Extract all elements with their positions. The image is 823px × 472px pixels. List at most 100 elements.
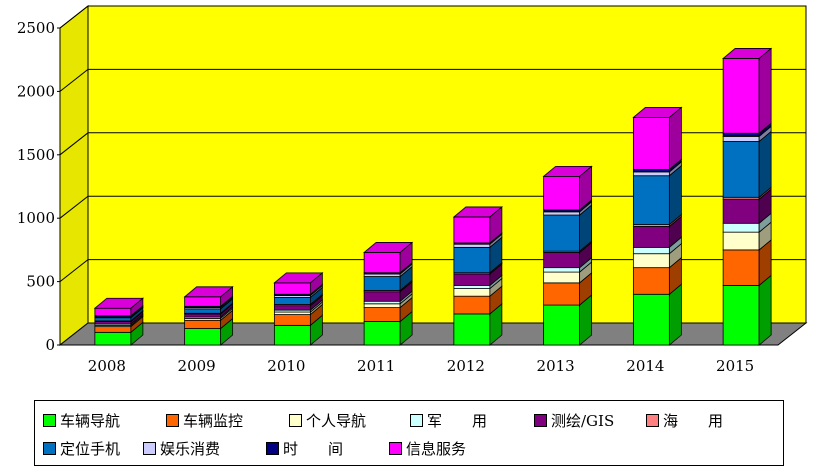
bar-segment-top (93, 297, 144, 309)
bar-segment (453, 313, 491, 346)
bar-segment (722, 136, 760, 142)
bar-segment (184, 296, 222, 307)
legend-label: 时 间 (283, 439, 344, 458)
bar-segment (632, 253, 670, 269)
legend-label: 军 用 (427, 411, 488, 430)
bar-segment (94, 317, 132, 322)
bar-segment (543, 175, 581, 211)
legend-swatch (410, 413, 423, 427)
bar-segment-side (758, 274, 772, 346)
bar-stack-2015 (722, 47, 773, 346)
bar-segment (453, 243, 491, 248)
bar-segment (543, 214, 581, 252)
legend-swatch (534, 413, 547, 427)
x-tick-label: 2012 (447, 357, 485, 375)
bar-segment-top (273, 272, 324, 284)
bar-segment (632, 226, 670, 248)
legend-item: 海 用 (646, 406, 732, 434)
legend-item: 定位手机 (43, 434, 143, 462)
legend-label: 信息服务 (406, 439, 467, 458)
bar-segment (722, 231, 760, 251)
legend-swatch (266, 441, 279, 455)
legend-item: 时 间 (266, 434, 389, 462)
bar-stack-2014 (632, 106, 683, 346)
bar-segment-top (183, 286, 234, 298)
bar-segment (453, 295, 491, 315)
bar-segment (184, 313, 222, 318)
bar-segment (94, 326, 132, 333)
x-tick-label: 2014 (626, 357, 664, 375)
floor (58, 322, 808, 346)
bar-segment (363, 321, 401, 346)
bar-segment (543, 211, 581, 216)
legend-label: 娱乐消费 (160, 439, 221, 458)
bar-segment (184, 328, 222, 346)
bar-segment (273, 324, 311, 346)
bar-stack-2012 (452, 206, 503, 346)
legend-item: 测绘/GIS (534, 406, 646, 434)
bar-segment (722, 222, 760, 233)
bar-segment (363, 307, 401, 322)
bar-segment (632, 246, 670, 255)
bar-segment (722, 198, 760, 224)
bar-segment (543, 304, 581, 346)
legend-item: 信息服务 (389, 434, 499, 462)
bar-segment (363, 252, 401, 274)
bar-segment (722, 58, 760, 134)
bar-stack-2008 (93, 297, 144, 346)
legend-swatch (43, 413, 56, 427)
x-tick-label: 2008 (88, 357, 126, 375)
bar-segment (453, 273, 491, 286)
bar-segment (453, 216, 491, 244)
bar-segment (632, 175, 670, 225)
legend-item: 车辆导航 (43, 406, 166, 434)
gridline (59, 132, 806, 156)
bar-segment-top (722, 48, 773, 59)
legend-label: 定位手机 (60, 439, 121, 458)
x-tick-label: 2015 (716, 357, 754, 375)
bar-segment (363, 276, 401, 291)
legend-item: 娱乐消费 (143, 434, 266, 462)
bar-segment-top (542, 165, 593, 177)
legend-item: 军 用 (410, 406, 534, 434)
bar-stack-2011 (363, 241, 414, 346)
x-tick-label: 2013 (537, 357, 575, 375)
x-tick-label: 2009 (178, 357, 216, 375)
bar-segment (184, 308, 222, 314)
bar-segment (543, 267, 581, 273)
bar-segment-side (758, 130, 772, 199)
y-tick-label: 500 (26, 273, 55, 291)
legend-swatch (389, 441, 402, 455)
gridline (59, 5, 806, 29)
bar-stack-2009 (183, 285, 234, 346)
legend-item: 车辆监控 (166, 406, 289, 434)
bar-segment (363, 303, 401, 308)
bar-segment (273, 305, 311, 311)
chart-area: 0 500 1000 1500 2000 2500 2008 2009 2010 2011 2012… (17, 4, 808, 375)
bar-segment-top (363, 242, 414, 253)
legend-label: 测绘/GIS (551, 411, 615, 430)
legend-label: 车辆导航 (60, 411, 121, 430)
legend-swatch (143, 441, 156, 455)
y-tick-label: 0 (45, 336, 55, 354)
bar-segment (453, 285, 491, 289)
legend-swatch (43, 441, 56, 455)
bar-segment (722, 249, 760, 286)
bar-segment (273, 297, 311, 305)
y-tick-label: 1000 (17, 209, 55, 227)
bar-segment (273, 314, 311, 326)
legend-label: 海 用 (663, 411, 724, 430)
y-tick-label: 2500 (17, 19, 55, 37)
back-wall (87, 5, 807, 324)
legend-label: 个人导航 (306, 411, 367, 430)
y-tick-label: 2000 (17, 82, 55, 100)
bar-segment (543, 282, 581, 306)
bar-segment (632, 267, 670, 295)
bar-segment (632, 116, 670, 170)
stacked-bar-chart: 0 500 1000 1500 2000 2500 2008 2009 2010 2011 2012… (17, 4, 808, 375)
bar-segment-side (758, 47, 772, 135)
bar-segment (453, 288, 491, 297)
bar-segment (363, 291, 401, 302)
bar-segment (632, 171, 670, 177)
bar-stack-2013 (542, 165, 593, 346)
